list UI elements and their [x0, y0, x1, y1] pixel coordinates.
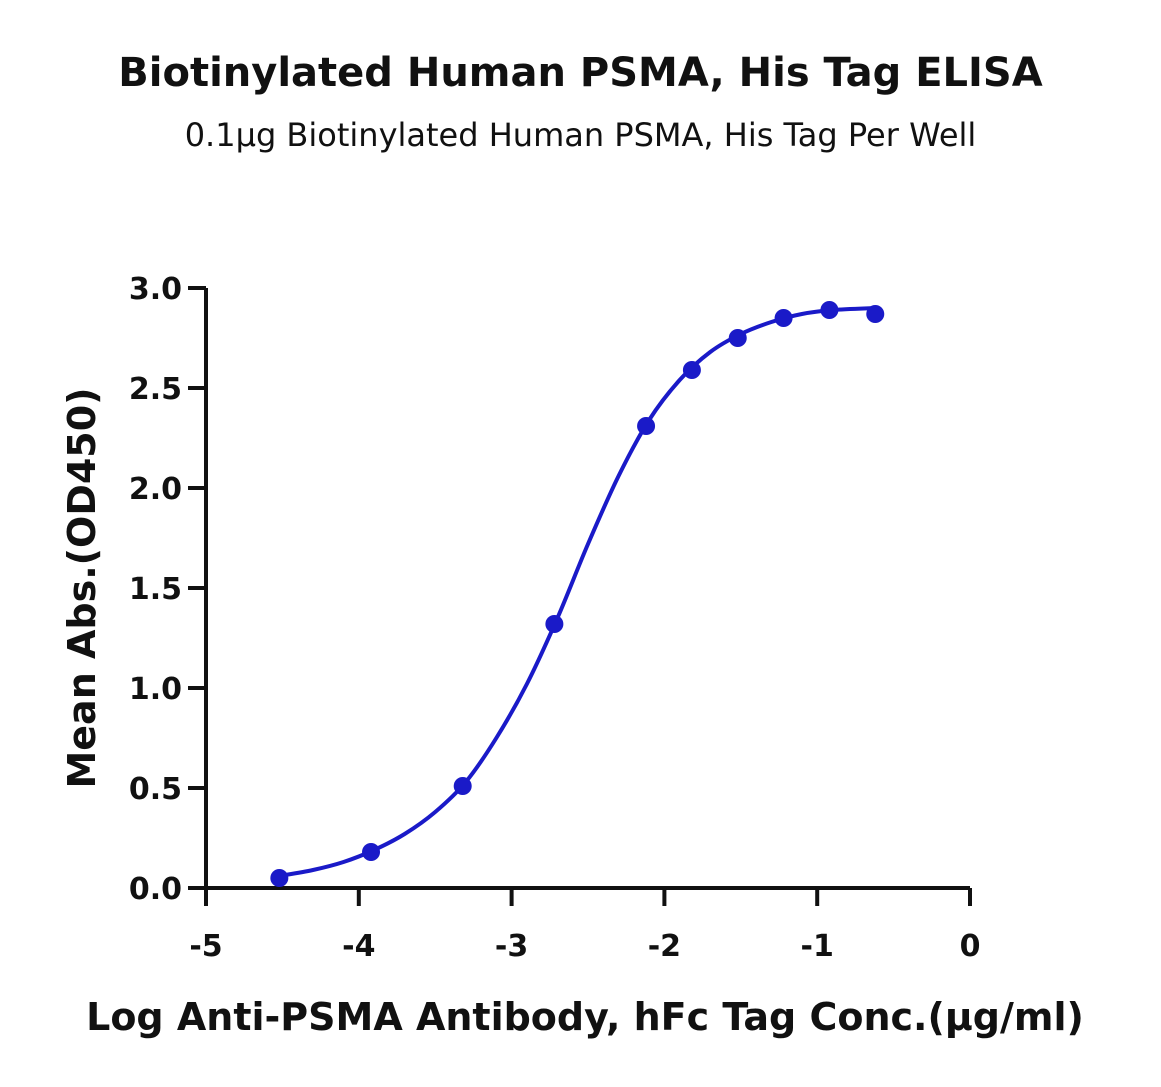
- x-tick-label: -5: [189, 929, 222, 964]
- data-point: [820, 301, 839, 319]
- chart-subtitle: 0.1μg Biotinylated Human PSMA, His Tag P…: [184, 116, 977, 154]
- x-tick-label: -2: [648, 929, 681, 964]
- data-point: [362, 843, 381, 861]
- fit-curve-group: [278, 306, 876, 878]
- data-point: [637, 417, 656, 435]
- data-point: [545, 615, 564, 633]
- x-tick-label: -3: [495, 929, 528, 964]
- axes: 0.0 0.5 1.0 1.5 2.0 2.5 3.0 -5 -4 -3 -2 -1 0: [129, 272, 981, 964]
- y-tick-label: 3.0: [129, 272, 182, 307]
- x-tick-label: 0: [960, 929, 981, 964]
- x-tick-label: -1: [801, 929, 834, 964]
- y-tick-label: 2.0: [129, 472, 182, 507]
- y-tick-label: 0.0: [129, 872, 182, 907]
- y-tick-label: 2.5: [129, 372, 182, 407]
- chart-title: Biotinylated Human PSMA, His Tag ELISA: [118, 50, 1043, 96]
- data-point: [682, 361, 701, 379]
- data-point: [728, 329, 747, 347]
- data-point: [453, 777, 472, 795]
- data-point: [270, 869, 289, 887]
- x-tick-label: -4: [342, 929, 375, 964]
- y-tick-label: 1.0: [129, 672, 182, 707]
- data-point: [866, 305, 885, 323]
- data-point: [774, 309, 793, 327]
- y-tick-label: 0.5: [129, 772, 182, 807]
- y-axis-label: Mean Abs.(OD450): [60, 387, 104, 788]
- x-axis-label: Log Anti-PSMA Antibody, hFc Tag Conc.(μg…: [86, 995, 1084, 1039]
- data-points: [270, 301, 885, 887]
- fit-curve: [278, 306, 876, 878]
- y-tick-label: 1.5: [129, 572, 182, 607]
